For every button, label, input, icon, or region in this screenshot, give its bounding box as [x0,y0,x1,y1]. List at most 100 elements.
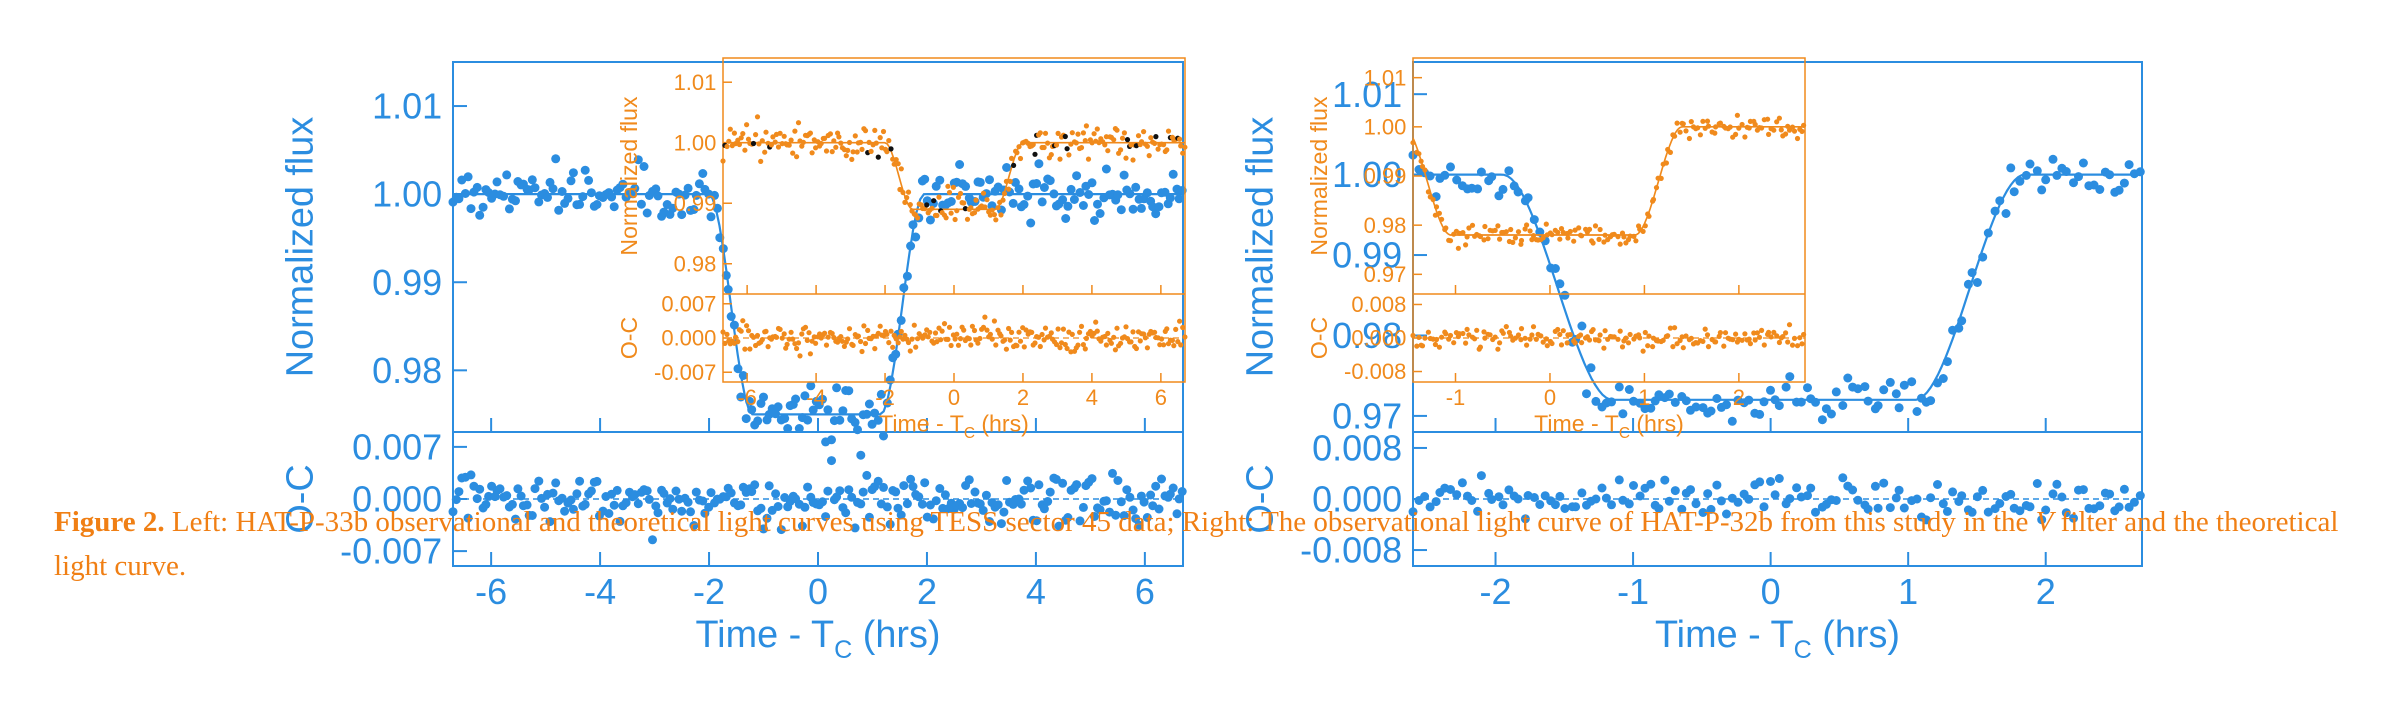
residual-point [885,519,895,529]
residual-point [1139,497,1149,507]
data-point [1586,226,1593,232]
residual-point [2052,479,2062,489]
data-point [1592,223,1599,229]
data-point [1014,184,1024,194]
residual-point [1783,330,1789,336]
data-point [888,146,894,152]
residual-point [1522,335,1528,341]
residual-point [1069,331,1075,337]
residual-point [677,506,687,516]
data-point [1053,142,1060,148]
residual-point [1602,328,1608,334]
data-point [741,414,751,424]
data-point [753,416,763,426]
data-point [900,189,906,196]
residual-point [1178,342,1184,348]
residual-point [1879,478,1889,488]
residual-point [908,482,918,491]
residual-point [454,487,464,497]
data-point [877,135,883,141]
data-point [1141,129,1147,135]
residual-point [1007,337,1013,343]
res-y-tick-label: -0.007 [654,360,716,385]
residual-point [1596,338,1602,344]
residual-point [1579,340,1585,346]
y-axis-label: Normalized flux [1240,117,1282,378]
residual-point [1706,504,1716,514]
res-y-tick-label: 0.000 [1351,326,1406,351]
data-point [1677,129,1683,135]
x-tick-label: -6 [475,571,507,612]
residual-point [1118,340,1124,346]
residual-point [762,513,772,523]
residual-point [566,495,576,505]
residual-point [747,346,753,352]
residual-point [557,493,567,503]
data-point [1894,403,1904,413]
residual-point [648,535,657,545]
data-point [1540,235,1546,241]
residual-point [1792,483,1802,493]
residual-point [847,492,857,502]
residual-point [1125,492,1135,502]
residual-point [2015,506,2025,516]
residual-point [1921,515,1931,525]
data-point [823,148,830,154]
residual-point [1034,480,1044,490]
data-point [1672,133,1678,139]
residual-point [644,494,654,504]
residual-point [612,485,622,495]
data-point [691,190,701,200]
residual-point [1529,332,1535,338]
data-point [1432,212,1438,218]
data-point [1510,239,1516,245]
data-point [1597,226,1603,233]
residual-point [1464,326,1470,332]
residual-point [2032,479,2042,488]
residual-point [1791,335,1798,341]
data-point [902,271,912,281]
residual-point [2069,513,2078,523]
data-point [1135,133,1142,139]
data-point [1664,389,1674,399]
residual-point [813,340,819,346]
data-point [1646,213,1652,219]
residual-point [1481,329,1487,335]
residual-point [1101,496,1111,506]
data-point [1642,223,1648,229]
residual-point [1683,333,1689,339]
residual-point [1055,326,1061,332]
data-point [791,394,801,404]
residual-point [495,484,505,494]
residual-point [1161,342,1167,348]
data-point [1011,162,1017,168]
data-point [475,210,485,220]
data-point [2069,178,2078,188]
res-y-tick-label: -0.007 [340,531,442,572]
data-point [985,175,994,185]
data-point [2078,158,2088,168]
data-point [1631,233,1637,239]
residual-point [1002,476,1012,485]
data-point [1691,402,1701,412]
residual-point [773,502,783,511]
data-point [740,131,746,137]
x-tick-label: -1 [1446,385,1466,410]
data-point [1766,385,1775,395]
residual-point [1078,323,1085,329]
residual-point [884,331,890,337]
data-point [1045,176,1055,186]
data-point [829,149,835,155]
residual-point [861,323,867,329]
residual-point [1797,335,1803,341]
residual-point [980,324,987,330]
residual-point [551,478,561,488]
data-point [584,175,594,185]
x-tick-label: 0 [808,571,828,612]
x-tick-label: 2 [1733,385,1745,410]
residual-point [844,485,854,495]
residual-point [2135,491,2145,501]
data-point [1094,126,1100,132]
data-point [898,166,904,172]
data-point [1565,235,1571,241]
